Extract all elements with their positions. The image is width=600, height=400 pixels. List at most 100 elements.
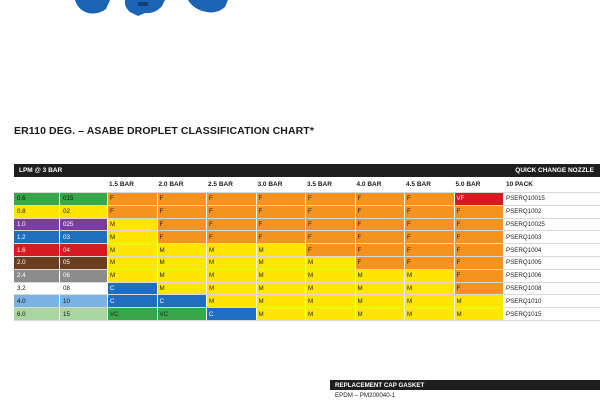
header-4-0-bar: 4.0 BAR [356, 181, 382, 188]
droplet-class-cell: F [453, 205, 503, 218]
droplet-class-cell: M [206, 295, 256, 308]
part-number: PSERQ1010 [503, 295, 598, 308]
table-row: 4.0 10 C C M M M M M M PSERQ1010 [14, 294, 600, 308]
droplet-class-cell: VC [156, 308, 206, 320]
table-row: 0.8 02 F F F F F F F F PSERQ1002 [14, 204, 600, 218]
droplet-class-cell: F [255, 193, 305, 205]
droplet-class-cell: M [255, 282, 305, 295]
droplet-class-cell: F [305, 205, 355, 218]
table-row: 0.6 015 F F F F F F F VF PSERQ10015 [14, 192, 600, 205]
droplet-class-cell: F [404, 193, 454, 205]
droplet-classification-table: LPM @ 3 BAR QUICK CHANGE NOZZLE 1.5 BAR … [14, 164, 600, 321]
part-number: PSERQ1004 [503, 244, 598, 256]
nozzle-size: 02 [59, 205, 107, 218]
gasket-title: REPLACEMENT CAP GASKET [330, 380, 600, 390]
droplet-class-cell: F [107, 193, 157, 205]
lpm-value: 3.2 [14, 282, 59, 295]
droplet-class-cell: M [404, 295, 454, 308]
pressure-header-row: 1.5 BAR 2.0 BAR 2.5 BAR 3.0 BAR 3.5 BAR … [14, 177, 600, 192]
lpm-value: 1.2 [14, 231, 59, 244]
droplet-class-cell: M [156, 269, 206, 282]
lpm-value: 1.0 [14, 218, 59, 231]
droplet-class-cell: M [107, 218, 157, 231]
lpm-value: 0.6 [14, 193, 59, 205]
droplet-class-cell: F [354, 205, 404, 218]
droplet-class-cell: F [255, 205, 305, 218]
nozzle-size: 04 [59, 244, 107, 256]
nozzle-size: 15 [59, 308, 107, 320]
part-number: PSERQ1002 [503, 205, 598, 218]
droplet-class-cell: M [305, 269, 355, 282]
table-header-bar: LPM @ 3 BAR QUICK CHANGE NOZZLE [14, 164, 600, 177]
droplet-class-cell: C [206, 308, 256, 320]
droplet-class-cell: F [156, 193, 206, 205]
droplet-class-cell: F [453, 231, 503, 244]
droplet-class-cell: F [305, 218, 355, 231]
nozzle-size: 08 [59, 282, 107, 295]
lpm-value: 1.6 [14, 244, 59, 256]
header-3-5-bar: 3.5 BAR [307, 181, 332, 188]
droplet-class-cell: M [354, 269, 404, 282]
lpm-value: 2.4 [14, 269, 59, 282]
droplet-class-cell: M [156, 282, 206, 295]
droplet-class-cell: M [206, 244, 256, 256]
lpm-label: LPM @ 3 BAR [19, 167, 63, 174]
droplet-class-cell: F [453, 218, 503, 231]
droplet-class-cell: F [305, 231, 355, 244]
header-4-5-bar: 4.5 BAR [406, 181, 431, 188]
droplet-class-cell: M [255, 295, 305, 308]
droplet-class-cell: F [255, 218, 305, 231]
droplet-class-cell: M [305, 308, 355, 320]
lpm-value: 4.0 [14, 295, 59, 308]
nozzle-size: 025 [59, 218, 107, 231]
header-5-0-bar: 5.0 BAR [455, 181, 481, 188]
droplet-class-cell: M [404, 308, 454, 320]
droplet-class-cell: M [255, 256, 305, 269]
droplet-class-cell: M [453, 308, 503, 320]
droplet-class-cell: M [404, 282, 454, 295]
droplet-class-cell: F [404, 218, 454, 231]
header-1-5-bar: 1.5 BAR [109, 181, 134, 188]
droplet-class-cell: M [107, 231, 157, 244]
droplet-class-cell: F [354, 231, 404, 244]
table-row: 6.0 15 VC VC C M M M M M PSERQ1015 [14, 307, 600, 321]
nozzle-size: 05 [59, 256, 107, 269]
part-number: PSERQ1003 [503, 231, 598, 244]
table-row: 3.2 08 C M M M M M M F PSERQ1008 [14, 281, 600, 295]
droplet-class-cell: F [354, 256, 404, 269]
nozzle-size: 10 [59, 295, 107, 308]
table-body: 0.6 015 F F F F F F F VF PSERQ10015 0.8 02 F F F F F F F F PS… [14, 192, 600, 321]
table-row: 2.0 05 M M M M M F F F PSERQ1005 [14, 255, 600, 269]
droplet-class-cell: F [107, 205, 157, 218]
droplet-class-cell: M [206, 282, 256, 295]
droplet-class-cell: C [107, 282, 157, 295]
droplet-class-cell: F [404, 244, 454, 256]
droplet-class-cell: M [255, 244, 305, 256]
droplet-class-cell: M [206, 269, 256, 282]
droplet-class-cell: F [453, 256, 503, 269]
droplet-class-cell: VF [453, 193, 503, 205]
droplet-class-cell: F [305, 193, 355, 205]
table-row: 1.2 03 M F F F F F F F PSERQ1003 [14, 230, 600, 244]
droplet-class-cell: M [354, 308, 404, 320]
droplet-class-cell: M [404, 269, 454, 282]
nozzle-product-image [75, 0, 228, 16]
droplet-class-cell: F [206, 231, 256, 244]
part-number: PSERQ10025 [503, 218, 598, 231]
quick-change-label: QUICK CHANGE NOZZLE [515, 167, 594, 174]
droplet-class-cell: F [453, 282, 503, 295]
droplet-class-cell: F [156, 205, 206, 218]
lpm-value: 0.8 [14, 205, 59, 218]
droplet-class-cell: F [354, 193, 404, 205]
part-number: PSERQ10015 [503, 193, 598, 205]
droplet-class-cell: F [305, 244, 355, 256]
droplet-class-cell: F [453, 244, 503, 256]
droplet-class-cell: F [206, 205, 256, 218]
droplet-class-cell: M [156, 256, 206, 269]
droplet-class-cell: F [156, 218, 206, 231]
droplet-class-cell: M [354, 295, 404, 308]
lpm-value: 6.0 [14, 308, 59, 320]
droplet-class-cell: F [354, 218, 404, 231]
header-10-pack: 10 PACK [503, 177, 598, 192]
droplet-class-cell: M [354, 282, 404, 295]
